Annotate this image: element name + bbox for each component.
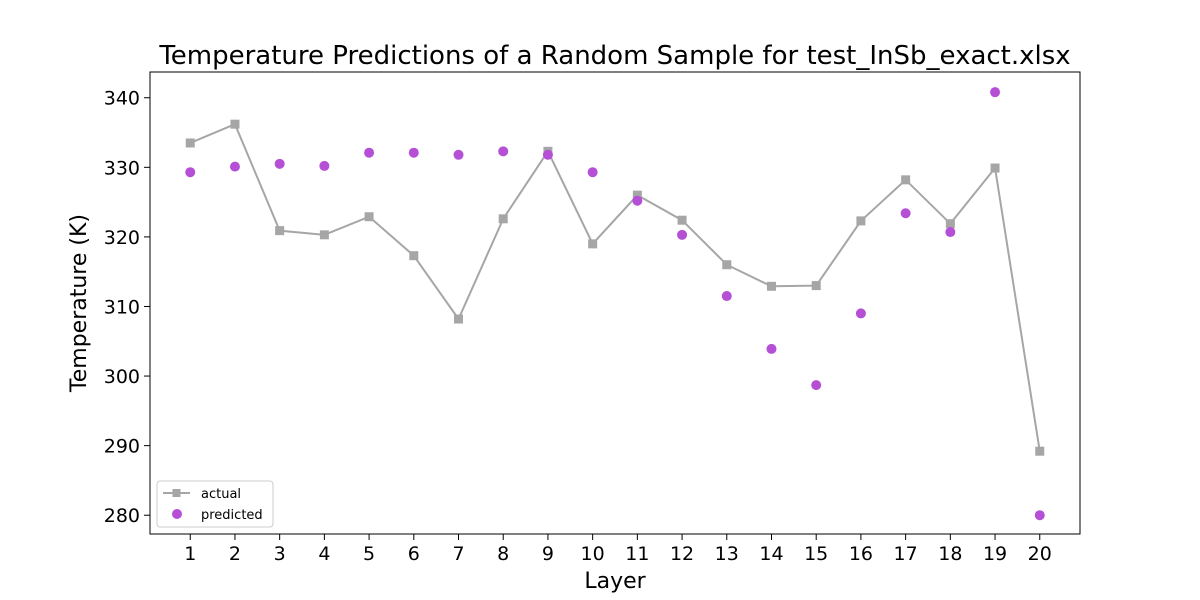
x-tick-label: 2: [229, 543, 241, 565]
x-tick-label: 12: [670, 543, 694, 565]
y-tick-label: 310: [104, 296, 140, 318]
series-predicted-point: [408, 147, 419, 158]
series-predicted-point: [721, 291, 732, 302]
series-actual-point: [722, 260, 732, 270]
x-axis: 1 2 3 4 5 6 7 8 9 10 11 12 13 14 15 16 17 18 19 20: [184, 534, 1052, 565]
legend-predicted-marker: [172, 509, 182, 519]
series-actual-point: [1035, 446, 1045, 456]
series-predicted-point: [542, 149, 553, 160]
x-tick-label: 11: [625, 543, 649, 565]
series-predicted-point: [811, 380, 822, 391]
x-tick-label: 20: [1028, 543, 1052, 565]
x-tick-label: 19: [983, 543, 1007, 565]
series-actual-point: [945, 219, 955, 229]
x-tick-label: 14: [759, 543, 783, 565]
x-tick-label: 16: [849, 543, 873, 565]
x-tick-label: 4: [318, 543, 330, 565]
series-predicted-point: [498, 146, 509, 157]
series-actual-point: [185, 138, 195, 148]
series-actual-point: [454, 314, 464, 324]
legend-actual-label: actual: [201, 487, 241, 502]
legend-predicted-label: predicted: [201, 508, 263, 523]
series-actual-point: [856, 216, 866, 226]
series-predicted-point: [855, 308, 866, 319]
series-actual-point: [498, 214, 508, 224]
x-tick-label: 9: [542, 543, 554, 565]
x-axis-label: Layer: [584, 569, 646, 594]
y-axis: 280 290 300 310 320 330 340: [104, 88, 150, 527]
x-tick-label: 13: [715, 543, 739, 565]
legend-actual-marker: [172, 489, 181, 497]
x-tick-label: 5: [363, 543, 375, 565]
series-predicted-point: [1034, 510, 1045, 521]
plot-area: [149, 71, 1081, 535]
x-tick-label: 1: [184, 543, 196, 565]
series-actual-point: [811, 281, 821, 291]
x-tick-label: 18: [938, 543, 962, 565]
x-tick-label: 8: [497, 543, 509, 565]
series-actual-point: [364, 212, 374, 222]
series-layer: [185, 87, 1045, 521]
y-tick-label: 340: [104, 88, 140, 110]
series-actual-point: [766, 281, 776, 291]
x-tick-label: 6: [408, 543, 420, 565]
series-predicted-point: [990, 87, 1001, 98]
series-actual-point: [275, 226, 285, 236]
series-predicted-point: [364, 147, 375, 158]
x-tick-label: 7: [452, 543, 464, 565]
x-tick-label: 10: [581, 543, 605, 565]
series-actual-point: [632, 190, 642, 200]
series-predicted-point: [945, 227, 956, 238]
series-predicted-point: [185, 167, 196, 178]
x-tick-label: 15: [804, 543, 828, 565]
series-actual-point: [588, 239, 598, 249]
x-tick-label: 3: [274, 543, 286, 565]
series-predicted-point: [900, 208, 911, 219]
series-predicted-point: [319, 160, 330, 171]
series-predicted-point: [229, 161, 240, 172]
series-predicted-point: [587, 167, 598, 178]
series-actual-point: [409, 251, 419, 261]
series-predicted-point: [453, 149, 464, 160]
y-tick-label: 290: [104, 436, 140, 458]
legend: actual predicted: [156, 480, 274, 528]
series-actual-point: [230, 119, 240, 129]
series-actual-point: [319, 230, 329, 240]
y-tick-label: 320: [104, 227, 140, 249]
series-actual-point: [901, 175, 911, 185]
series-predicted-point: [632, 195, 643, 206]
series-actual-point: [990, 163, 1000, 173]
series-predicted-point: [274, 158, 285, 169]
y-tick-label: 300: [104, 366, 140, 388]
y-tick-label: 280: [104, 505, 140, 527]
chart-title: Temperature Predictions of a Random Samp…: [158, 41, 1070, 71]
y-axis-label: Temperature (K): [67, 214, 92, 393]
y-tick-label: 330: [104, 157, 140, 179]
series-actual-line: [189, 122, 1041, 452]
series-predicted-point: [766, 343, 777, 354]
series-actual-point: [677, 215, 687, 225]
x-tick-label: 17: [894, 543, 918, 565]
series-predicted-point: [677, 229, 688, 240]
